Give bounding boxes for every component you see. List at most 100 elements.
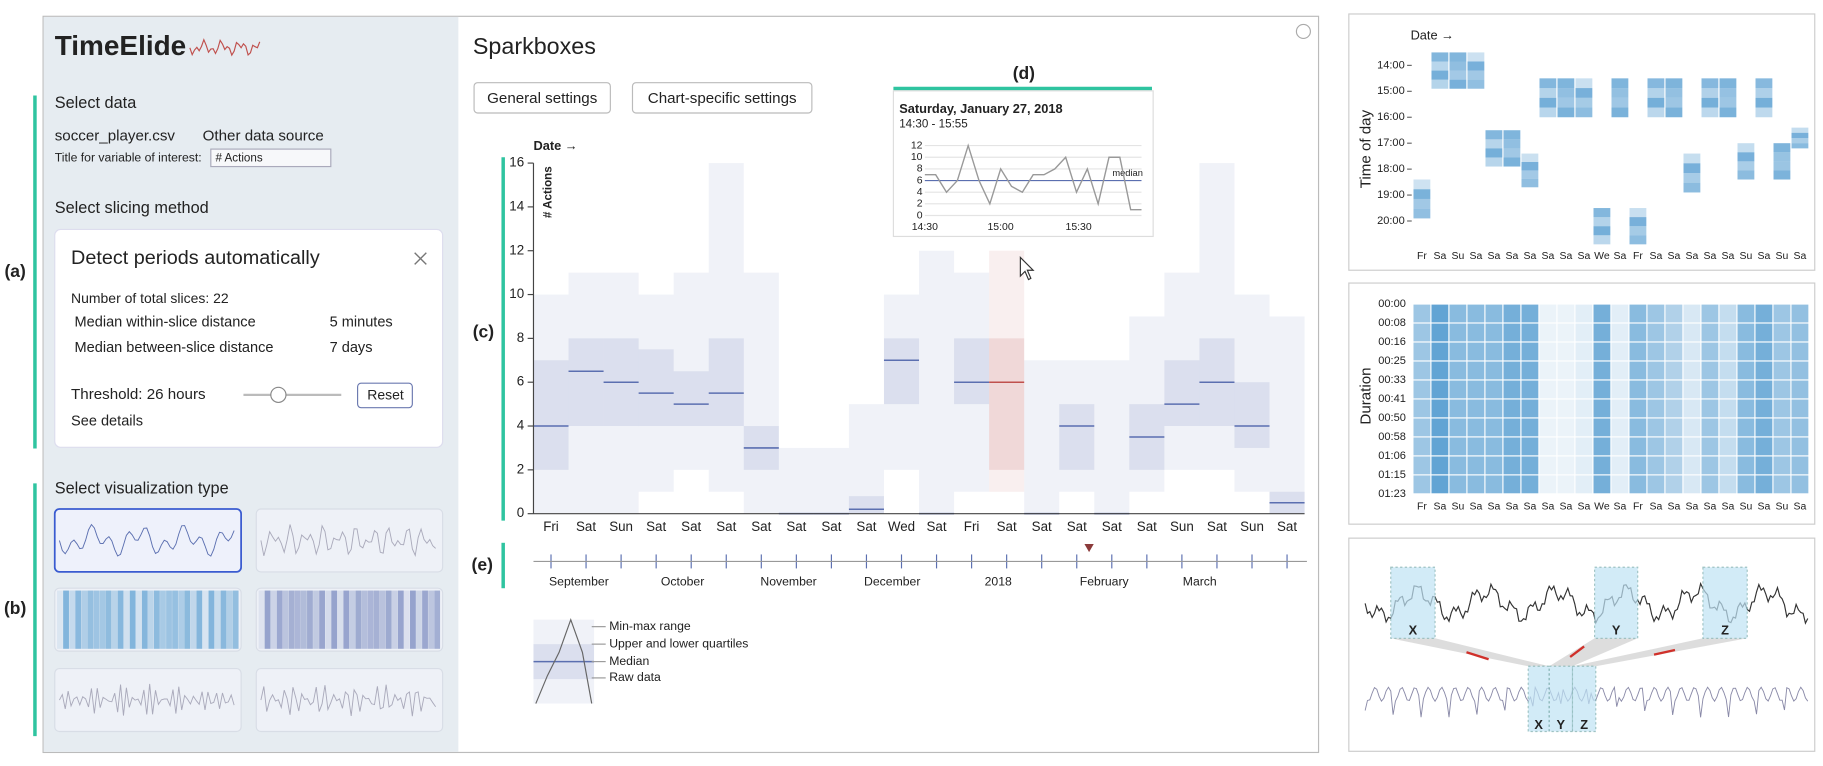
duration-cell [1575,361,1593,380]
settings-button[interactable] [473,82,611,114]
duration-cell [1665,437,1683,456]
duration-cell [1683,399,1701,418]
source-window [1702,566,1748,639]
min-max-box [1199,163,1235,470]
duration-cell [1467,475,1485,494]
window-label: Z [1580,717,1588,732]
duration-cell [1575,437,1593,456]
time-cell [1485,139,1503,149]
quartile-box [1164,360,1200,427]
time-cell [1665,78,1683,89]
duration-y-tick-label: 00:41 [1378,393,1406,405]
quartile-box [848,496,884,514]
heatmap-x-tick-label: We [1594,251,1610,262]
y-tick-label: 2 [517,461,524,476]
duration-cell [1755,437,1773,456]
thumb-stripe [325,590,332,649]
duration-cell [1737,437,1755,456]
thumb-stripe [202,590,209,649]
time-cell [1449,61,1467,71]
stat-value: 7 days [330,340,373,356]
heatmap-x-tick-label: Sa [1524,251,1537,262]
duration-cell [1485,399,1503,418]
min-max-box [708,163,744,492]
duration-cell [1521,342,1539,361]
duration-cell [1737,475,1755,494]
details-link[interactable]: See details [71,414,143,430]
heatmap-y-tick-label: 20:00 [1377,215,1405,227]
duration-cell [1791,361,1809,380]
thumb-stripe [87,590,94,649]
thumb-stripe [331,590,338,649]
thumb-stripe [184,590,191,649]
window-label: X [1534,717,1543,732]
title-input[interactable] [210,148,332,168]
duration-y-tick-label: 01:23 [1378,488,1406,500]
thumb-stripe [355,590,362,649]
duration-cell [1557,418,1575,437]
duration-cell [1431,380,1449,399]
duration-cell [1467,380,1485,399]
duration-cell [1791,475,1809,494]
min-max-box [1024,360,1060,514]
panel-f [1348,13,1816,271]
x-tick-label: Sat [821,519,841,534]
timeline-label: October [661,575,704,589]
duration-cell [1683,437,1701,456]
duration-cell [1701,361,1719,380]
thumb-stripe [69,590,76,649]
duration-cell [1791,380,1809,399]
duration-cell [1737,342,1755,361]
data-source-link[interactable]: Other data source [203,127,324,144]
duration-cell [1791,456,1809,475]
thumb-stripe [307,590,313,649]
heatmap-y-tick-label: 14:00 [1377,59,1405,71]
heatmap-x-tick-label: Sa [1578,251,1591,262]
vis-thumbnail[interactable] [255,508,444,573]
duration-y-tick-label: 00:00 [1378,298,1406,310]
heatmap-x-tick-label: Fr [1417,251,1427,262]
close-icon[interactable] [414,252,427,265]
vis-thumbnail[interactable] [54,587,242,652]
duration-x-tick-label: Sa [1668,501,1681,512]
duration-cell [1737,418,1755,437]
vis-thumbnail[interactable] [53,508,242,573]
duration-cell [1557,437,1575,456]
x-tick-label: Fri [964,519,980,534]
duration-cell [1593,456,1611,475]
duration-cell [1521,456,1539,475]
window-label: Y [1557,717,1566,732]
thumb-stripe [190,590,197,649]
settings-button-text: General settings [487,90,598,107]
vis-thumbnail[interactable] [255,587,444,652]
thumb-line [58,523,235,557]
duration-cell [1665,456,1683,475]
thumb-stripe [166,590,172,649]
duration-cell [1683,380,1701,399]
duration-cell [1719,399,1737,418]
duration-cell [1629,456,1647,475]
duration-cell [1593,475,1611,494]
thumb-stripe [57,590,63,649]
duration-cell [1449,342,1467,361]
duration-cell [1773,380,1791,399]
reset-button[interactable] [357,382,413,409]
settings-button[interactable] [631,82,813,114]
time-cell [1557,97,1575,108]
title-label: Title for variable of interest: [55,151,202,165]
help-icon[interactable] [1295,23,1311,40]
arrow [1653,648,1676,656]
duration-cell [1647,399,1665,418]
tooltip-y-tick-label: 10 [911,152,923,163]
heatmap-y-tick-label: 19:00 [1377,189,1405,201]
slider-knob[interactable] [270,386,287,404]
duration-cell [1575,323,1593,342]
vis-thumbnail[interactable] [255,668,444,733]
duration-cell [1413,399,1431,418]
duration-cell [1449,304,1467,323]
heatmap-x-tick-label: Sa [1668,251,1681,262]
time-cell [1449,79,1467,89]
duration-cell [1557,380,1575,399]
tooltip-x-tick-label: 15:00 [987,222,1013,233]
heatmap-x-tick-label: Sa [1470,251,1483,262]
